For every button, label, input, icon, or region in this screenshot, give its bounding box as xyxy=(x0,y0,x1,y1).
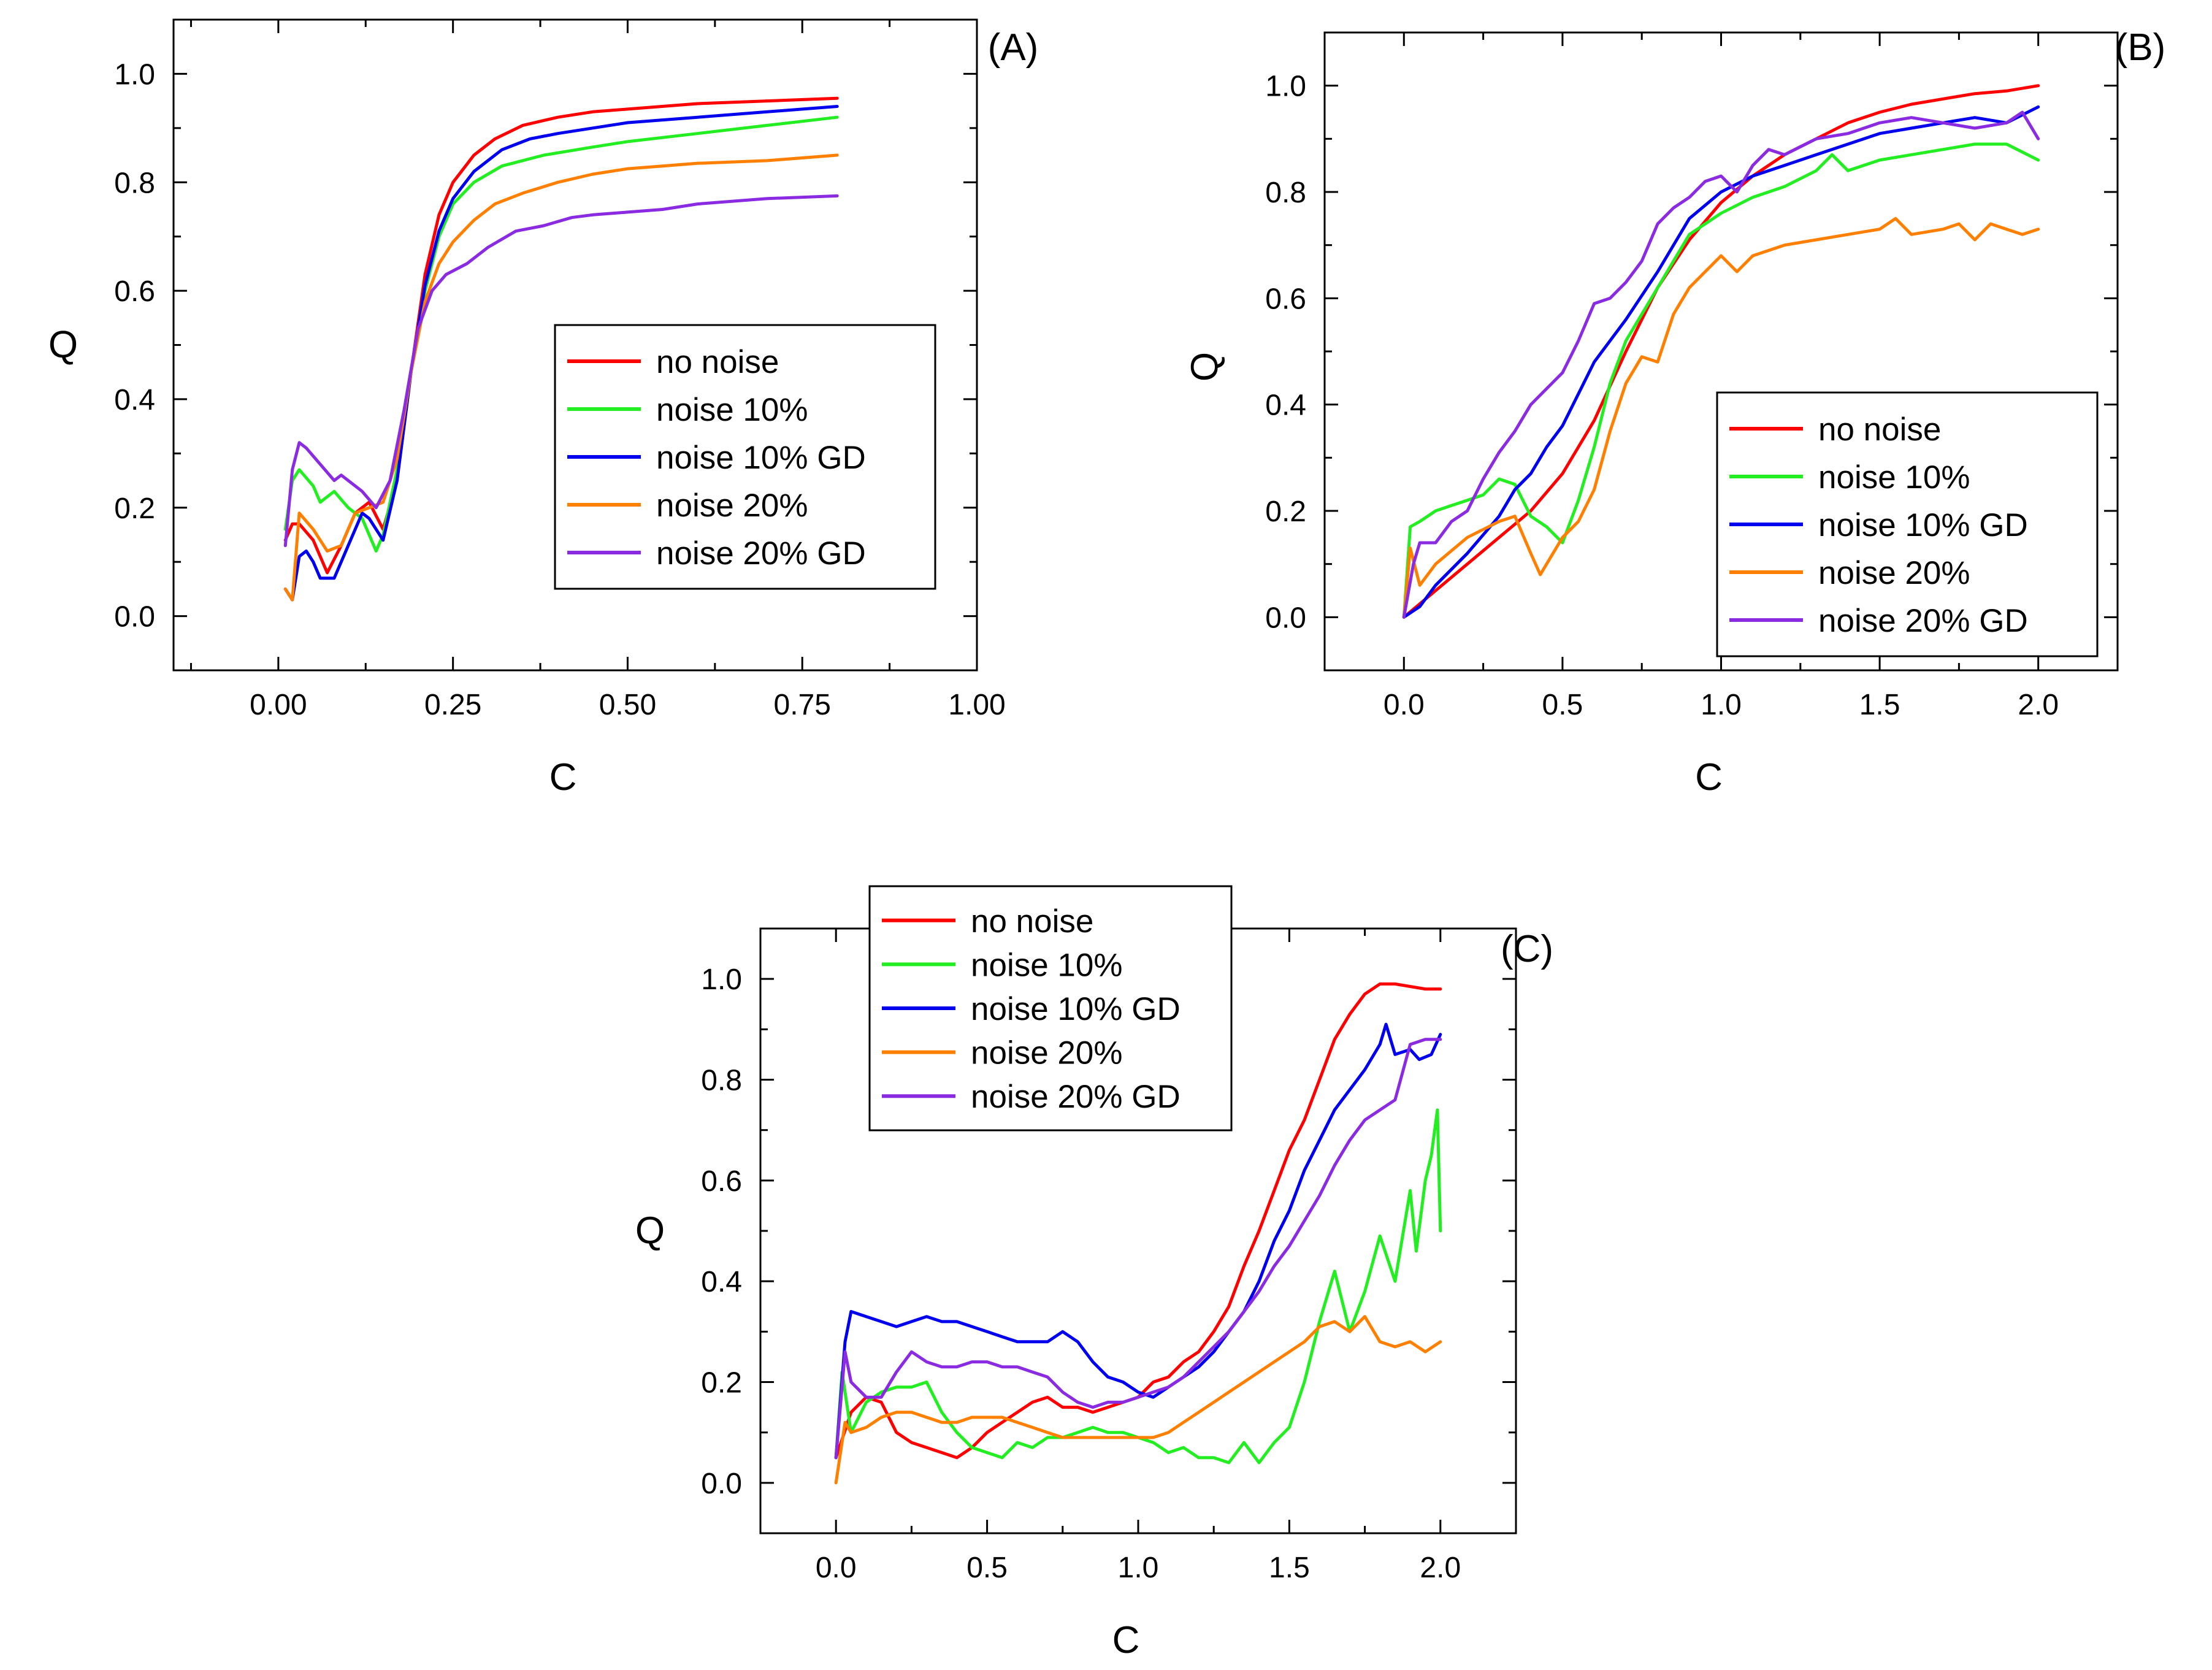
x-tick-label: 2.0 xyxy=(2018,689,2059,721)
x-tick-label: 0.5 xyxy=(966,1552,1008,1584)
legend-entry: no noise xyxy=(971,903,1093,940)
y-axis-label: Q xyxy=(1184,352,1226,381)
series-line-noise-10- xyxy=(1402,142,2040,619)
chart-panel-2: 0.0 0.5 1.0 1.5 2.0 0.0 0.2 0.4 0.6 0.8 1.0 C Q (B) no… xyxy=(1184,26,2165,799)
y-axis-label: Q xyxy=(635,1209,665,1252)
x-tick-label: 0.25 xyxy=(424,689,481,721)
series-line-no-noise xyxy=(1402,84,2040,619)
legend-entry: noise 10% xyxy=(971,947,1123,983)
y-tick-label: 0.4 xyxy=(1265,389,1306,422)
series-line-noise-20-gd xyxy=(834,1038,1442,1460)
x-tick-label: 0.75 xyxy=(774,689,831,721)
series-line-noise-20- xyxy=(283,153,839,602)
legend: no noise noise 10% noise 10% GD noise 20% no… xyxy=(554,324,936,590)
y-tick-label: 1.0 xyxy=(114,58,155,91)
y-tick-label: 0.4 xyxy=(701,1266,742,1298)
legend-entry: noise 10% xyxy=(656,392,808,428)
y-tick-label: 0.2 xyxy=(701,1367,742,1400)
x-axis-label: C xyxy=(549,756,577,799)
legend-entry: noise 10% xyxy=(1818,459,1970,496)
y-tick-label: 0.0 xyxy=(701,1468,742,1500)
series-line-noise-10-gd xyxy=(1402,105,2040,619)
y-tick-label: 0.8 xyxy=(1265,177,1306,209)
x-axis-label: C xyxy=(1112,1619,1140,1661)
legend: no noise noise 10% noise 10% GD noise 20% no… xyxy=(1716,391,2099,657)
y-tick-label: 0.0 xyxy=(1265,602,1306,634)
series-line-noise-10-gd xyxy=(283,105,839,602)
x-tick-label: 0.5 xyxy=(1542,689,1583,721)
series-line-no-noise xyxy=(283,96,839,575)
y-tick-label: 0.8 xyxy=(701,1065,742,1097)
legend-entry: noise 10% GD xyxy=(656,440,866,476)
panel-tag: (B) xyxy=(2115,26,2166,69)
legend-entry: noise 20% xyxy=(1818,555,1970,591)
legend-entry: noise 10% GD xyxy=(971,991,1181,1027)
chart-panel-3: 0.0 0.5 1.0 1.5 2.0 0.0 0.2 0.4 0.6 0.8 1.0 C Q (C) no… xyxy=(635,885,1553,1661)
y-tick-label: 0.6 xyxy=(114,275,155,308)
x-tick-label: 0.00 xyxy=(250,689,307,721)
x-axis-label: C xyxy=(1695,756,1723,799)
legend-entry: noise 20% GD xyxy=(1818,603,2028,639)
x-tick-label: 0.0 xyxy=(1383,689,1425,721)
y-tick-label: 0.2 xyxy=(1265,496,1306,528)
y-tick-label: 0.0 xyxy=(114,601,155,634)
legend-entry: noise 20% GD xyxy=(971,1079,1181,1115)
x-tick-label: 1.00 xyxy=(948,689,1005,721)
legend-entry: noise 10% GD xyxy=(1818,507,2028,543)
legend-entry: no noise xyxy=(1818,412,1941,448)
series-line-noise-10- xyxy=(834,1108,1442,1465)
chart-panel-1: 0.00 0.25 0.50 0.75 1.00 0.0 0.2 0.4 0.6 0.8 1.0 C Q… xyxy=(48,18,1039,799)
series-line-noise-20-gd xyxy=(283,194,839,548)
x-tick-label: 2.0 xyxy=(1420,1552,1461,1584)
series-line-noise-20- xyxy=(1402,216,2040,619)
x-tick-label: 0.50 xyxy=(599,689,656,721)
legend-entry: no noise xyxy=(656,344,779,380)
x-tick-label: 1.5 xyxy=(1269,1552,1310,1584)
y-tick-label: 0.6 xyxy=(1265,283,1306,315)
x-tick-label: 1.0 xyxy=(1701,689,1742,721)
x-tick-label: 1.5 xyxy=(1859,689,1900,721)
legend: no noise noise 10% noise 10% GD noise 20% no… xyxy=(868,885,1233,1132)
y-tick-label: 0.6 xyxy=(701,1165,742,1198)
series-line-noise-20-gd xyxy=(1402,110,2040,619)
legend-entry: noise 20% xyxy=(656,488,808,524)
y-axis-label: Q xyxy=(48,324,78,366)
y-tick-label: 0.2 xyxy=(114,492,155,525)
x-tick-label: 0.0 xyxy=(816,1552,857,1584)
y-tick-label: 0.4 xyxy=(114,384,155,416)
y-tick-label: 1.0 xyxy=(1265,71,1306,103)
series-line-noise-20- xyxy=(834,1315,1442,1485)
y-tick-label: 1.0 xyxy=(701,963,742,996)
y-tick-label: 0.8 xyxy=(114,167,155,199)
legend-entry: noise 20% xyxy=(971,1035,1123,1071)
legend-entry: noise 20% GD xyxy=(656,535,866,572)
panel-tag: (C) xyxy=(1501,928,1553,970)
panel-tag: (A) xyxy=(988,26,1039,69)
x-tick-label: 1.0 xyxy=(1118,1552,1159,1584)
